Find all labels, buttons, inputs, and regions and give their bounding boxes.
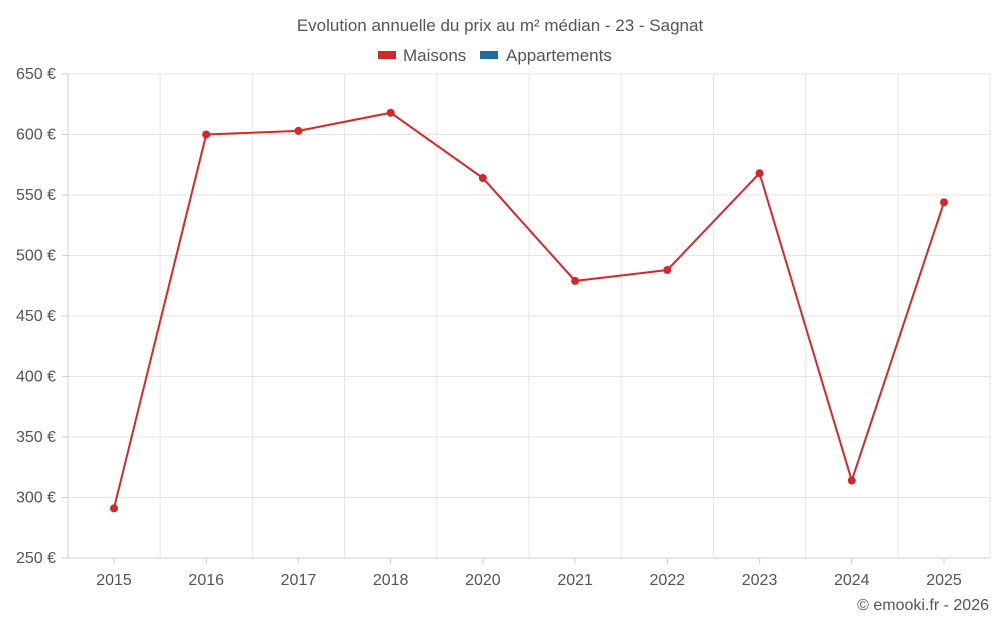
legend-swatch-maisons [378,51,396,59]
data-point[interactable] [202,130,211,139]
y-tick-label: 500 € [16,248,56,265]
data-point[interactable] [110,504,118,513]
y-axis-ticks: 250 € 300 € 350 € 400 € 450 € 500 € 550 € 600 €… [16,66,68,567]
data-point[interactable] [294,126,303,135]
legend[interactable]: Maisons Appartements [378,46,612,65]
legend-label-appartements[interactable]: Appartements [506,46,612,65]
chart-title: Evolution annuelle du prix au m² médian … [297,16,704,35]
y-tick-label: 550 € [16,187,56,204]
data-point[interactable] [571,276,580,285]
x-axis-ticks: 2015 2016 2017 2018 2020 2021 2022 2023 2024 2025 [96,558,962,589]
credit-text: © emooki.fr - 2026 [857,597,989,614]
y-tick-label: 450 € [16,308,56,325]
data-point[interactable] [478,174,487,183]
data-point[interactable] [755,169,764,178]
x-tick-label: 2016 [188,572,224,589]
x-tick-label: 2020 [465,572,501,589]
data-point[interactable] [847,476,856,485]
x-tick-label: 2015 [96,572,132,589]
data-point[interactable] [663,266,672,275]
y-tick-label: 650 € [16,66,56,83]
grid [67,73,991,559]
x-tick-label: 2023 [742,572,778,589]
y-tick-label: 250 € [16,550,56,567]
series-maisons [110,108,948,513]
x-tick-label: 2022 [650,572,686,589]
y-tick-label: 300 € [16,490,56,507]
data-point[interactable] [386,108,395,117]
x-tick-label: 2024 [834,572,870,589]
y-tick-label: 600 € [16,127,56,144]
x-tick-label: 2018 [373,572,409,589]
x-tick-label: 2017 [281,572,317,589]
legend-swatch-appartements [480,51,498,59]
legend-label-maisons[interactable]: Maisons [403,46,466,65]
data-point[interactable] [940,198,948,207]
x-tick-label: 2025 [926,572,962,589]
y-tick-label: 350 € [16,429,56,446]
x-tick-label: 2021 [557,572,593,589]
series-line-maisons [113,111,945,509]
y-tick-label: 400 € [16,369,56,386]
